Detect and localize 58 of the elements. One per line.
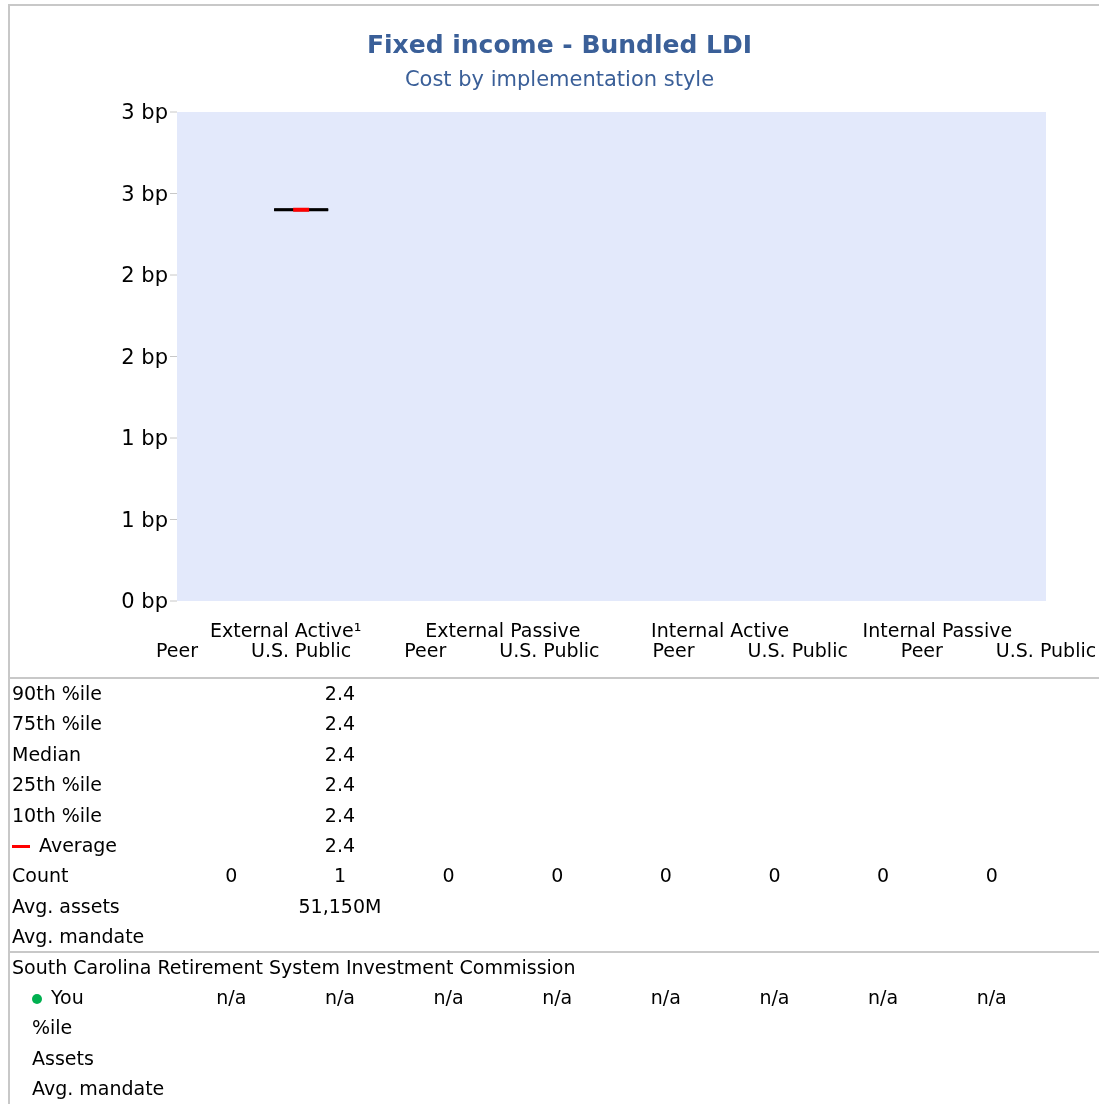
text: 2.4 — [324, 682, 356, 704]
text: n/a — [216, 986, 247, 1008]
x-tick-label: Peer — [900, 639, 944, 661]
text: Median — [12, 741, 82, 767]
text: n/a — [976, 986, 1007, 1008]
text: n/a — [868, 986, 899, 1008]
text: Assets — [32, 1045, 94, 1071]
text: 2.4 — [324, 834, 356, 856]
text: 90th %ile — [12, 681, 103, 706]
text: 0 — [225, 864, 238, 887]
text: Avg. mandate — [12, 924, 145, 950]
text: External Passive — [424, 619, 582, 641]
text: 0 — [659, 864, 672, 887]
text: 0 — [985, 864, 998, 887]
text: %ile — [32, 1015, 73, 1041]
y-tick-label: 1 bp — [121, 507, 168, 532]
y-tick-label: 0 bp — [121, 589, 168, 614]
y-tick-label: 3 bp — [121, 181, 168, 206]
text: n/a — [542, 986, 573, 1008]
x-tick-label: Peer — [404, 639, 447, 661]
text: 0 — [877, 864, 890, 887]
chart-subtitle: Cost by implementation style — [403, 67, 716, 91]
text: External Active¹ — [209, 619, 362, 641]
y-tick-label: 1 bp — [121, 426, 168, 451]
text: 1 — [333, 864, 346, 887]
text: 2.4 — [324, 742, 356, 765]
text: 2.4 — [324, 773, 356, 796]
x-tick-label: U.S. Public — [499, 639, 600, 661]
text: Avg. assets — [12, 893, 120, 919]
text: 51,150M — [298, 894, 382, 917]
text: Count — [12, 863, 69, 889]
y-tick-label: 2 bp — [121, 344, 168, 369]
y-tick-label: 3 bp — [121, 100, 168, 125]
text: 0 — [551, 864, 564, 887]
legend-label: Average — [38, 833, 118, 858]
x-tick-label: U.S. Public — [250, 639, 352, 661]
text: 25th %ile — [12, 772, 103, 798]
x-tick-label: U.S. Public — [747, 639, 848, 661]
text: 10th %ile — [12, 802, 103, 828]
y-tick-label: 2 bp — [121, 263, 168, 288]
text: n/a — [324, 986, 355, 1008]
x-tick-label: Peer — [156, 639, 199, 661]
x-tick-label: Peer — [652, 639, 695, 661]
text: 2.4 — [324, 803, 356, 826]
text: n/a — [433, 986, 464, 1008]
text: n/a — [759, 986, 790, 1008]
text: South Carolina Retirement System Investment Commission — [12, 954, 576, 980]
chart-title: Fixed income - Bundled LDI — [365, 30, 754, 59]
text: Internal Active — [650, 619, 791, 641]
legend-label: You — [50, 985, 84, 1010]
text: 75th %ile — [12, 711, 103, 737]
text: 2.4 — [324, 712, 356, 735]
text: Avg. mandate — [32, 1076, 165, 1102]
text: 0 — [768, 864, 781, 887]
x-tick-label: U.S. Public — [995, 639, 1097, 661]
text: Internal Passive — [862, 619, 1013, 641]
text: n/a — [650, 986, 681, 1008]
text: 0 — [442, 864, 455, 887]
